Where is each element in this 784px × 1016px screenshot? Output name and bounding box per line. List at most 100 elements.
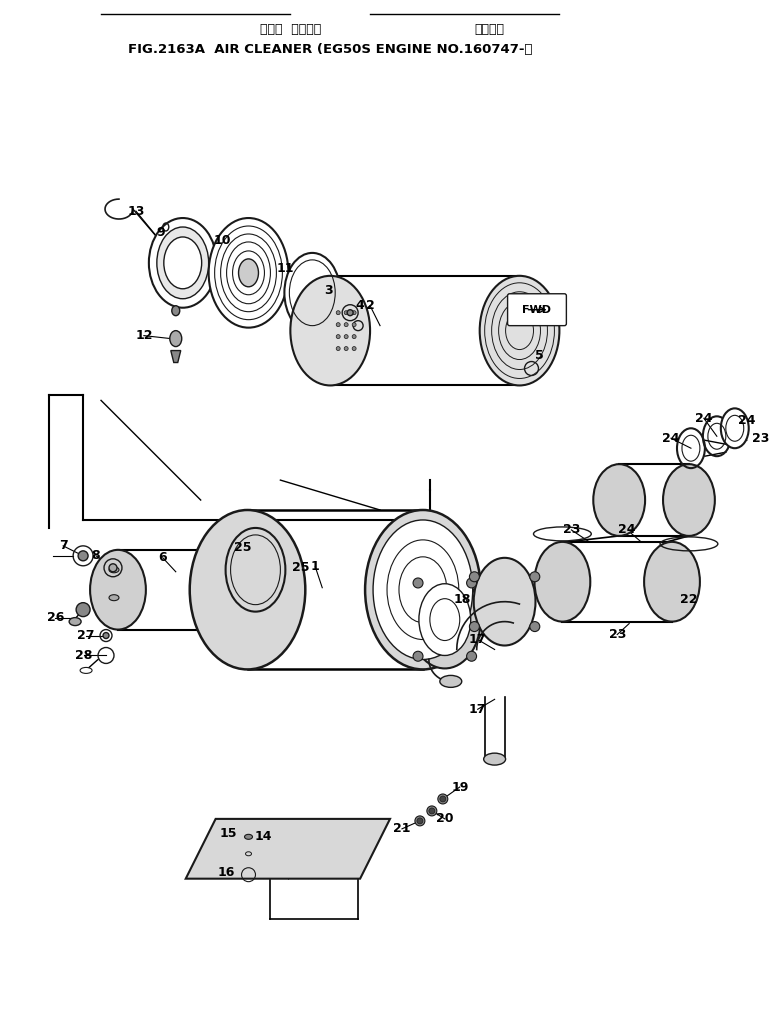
Circle shape bbox=[344, 346, 348, 351]
Ellipse shape bbox=[535, 542, 590, 622]
Circle shape bbox=[470, 622, 479, 632]
Text: 5: 5 bbox=[535, 350, 544, 362]
Text: 28: 28 bbox=[75, 649, 93, 662]
Circle shape bbox=[417, 818, 423, 824]
Circle shape bbox=[336, 346, 340, 351]
Text: 15: 15 bbox=[220, 827, 238, 840]
Circle shape bbox=[76, 602, 90, 617]
Text: 24: 24 bbox=[695, 411, 713, 425]
Circle shape bbox=[336, 323, 340, 327]
Circle shape bbox=[344, 323, 348, 327]
Text: 23: 23 bbox=[563, 523, 580, 536]
Text: 25: 25 bbox=[292, 561, 309, 574]
Circle shape bbox=[415, 816, 425, 826]
Text: 12: 12 bbox=[135, 329, 153, 342]
Text: 10: 10 bbox=[214, 235, 231, 248]
Ellipse shape bbox=[69, 618, 81, 626]
Polygon shape bbox=[186, 819, 390, 879]
Text: 25: 25 bbox=[234, 542, 252, 555]
Text: 21: 21 bbox=[394, 822, 411, 835]
Ellipse shape bbox=[90, 550, 146, 630]
Text: 2: 2 bbox=[365, 300, 375, 312]
Circle shape bbox=[352, 346, 356, 351]
Text: FIG.2163A  AIR CLEANER (EG50S ENGINE NO.160747-）: FIG.2163A AIR CLEANER (EG50S ENGINE NO.1… bbox=[128, 43, 532, 56]
Text: 13: 13 bbox=[127, 204, 144, 217]
Ellipse shape bbox=[373, 520, 473, 659]
Text: 9: 9 bbox=[157, 227, 165, 240]
Circle shape bbox=[352, 323, 356, 327]
Circle shape bbox=[336, 334, 340, 338]
Ellipse shape bbox=[593, 464, 645, 535]
Ellipse shape bbox=[484, 753, 506, 765]
Ellipse shape bbox=[644, 542, 700, 622]
Circle shape bbox=[78, 551, 88, 561]
Text: 22: 22 bbox=[681, 593, 698, 607]
Text: 3: 3 bbox=[324, 284, 332, 298]
Ellipse shape bbox=[419, 584, 470, 655]
Ellipse shape bbox=[157, 227, 209, 299]
Circle shape bbox=[530, 622, 540, 632]
Ellipse shape bbox=[474, 558, 535, 645]
Ellipse shape bbox=[164, 237, 201, 289]
Circle shape bbox=[352, 311, 356, 315]
Circle shape bbox=[344, 311, 348, 315]
Ellipse shape bbox=[409, 571, 481, 669]
Circle shape bbox=[466, 651, 477, 661]
Text: 26: 26 bbox=[46, 611, 64, 624]
Ellipse shape bbox=[290, 275, 370, 385]
Text: 適用号機: 適用号機 bbox=[474, 23, 505, 37]
FancyBboxPatch shape bbox=[507, 294, 566, 326]
Text: 16: 16 bbox=[218, 867, 235, 879]
Circle shape bbox=[530, 572, 540, 582]
Text: 18: 18 bbox=[453, 593, 470, 607]
Text: 27: 27 bbox=[78, 629, 95, 642]
Text: FWD: FWD bbox=[522, 305, 551, 315]
Ellipse shape bbox=[172, 306, 180, 316]
Ellipse shape bbox=[245, 834, 252, 839]
Circle shape bbox=[466, 578, 477, 588]
Text: 4: 4 bbox=[356, 300, 365, 312]
Text: 7: 7 bbox=[59, 539, 67, 553]
Text: エアー  クリーナ: エアー クリーナ bbox=[260, 23, 321, 37]
Text: 1: 1 bbox=[311, 560, 320, 573]
Text: 23: 23 bbox=[608, 628, 626, 641]
Ellipse shape bbox=[440, 676, 462, 688]
Text: 17: 17 bbox=[469, 703, 486, 716]
Text: 14: 14 bbox=[255, 830, 272, 843]
Text: 24: 24 bbox=[619, 523, 636, 536]
Circle shape bbox=[352, 334, 356, 338]
Circle shape bbox=[413, 578, 423, 588]
Text: 23: 23 bbox=[752, 432, 769, 445]
Ellipse shape bbox=[109, 567, 119, 573]
Circle shape bbox=[336, 311, 340, 315]
Text: 19: 19 bbox=[451, 780, 469, 793]
Ellipse shape bbox=[663, 464, 715, 535]
Text: 6: 6 bbox=[158, 552, 167, 564]
Text: 17: 17 bbox=[469, 633, 486, 646]
Circle shape bbox=[347, 310, 353, 316]
Text: 24: 24 bbox=[738, 414, 756, 427]
Ellipse shape bbox=[238, 259, 259, 287]
Ellipse shape bbox=[480, 275, 560, 385]
Circle shape bbox=[109, 564, 117, 572]
Ellipse shape bbox=[190, 510, 305, 670]
Polygon shape bbox=[171, 351, 181, 363]
Circle shape bbox=[470, 572, 479, 582]
Circle shape bbox=[413, 651, 423, 661]
Ellipse shape bbox=[720, 408, 749, 448]
Text: 24: 24 bbox=[662, 432, 680, 445]
Circle shape bbox=[440, 796, 446, 802]
Ellipse shape bbox=[226, 550, 281, 630]
Ellipse shape bbox=[170, 330, 182, 346]
Text: 20: 20 bbox=[436, 813, 454, 825]
Ellipse shape bbox=[285, 253, 340, 332]
Circle shape bbox=[103, 633, 109, 638]
Ellipse shape bbox=[149, 218, 216, 308]
Text: 8: 8 bbox=[92, 550, 100, 562]
Text: 11: 11 bbox=[277, 262, 294, 275]
Ellipse shape bbox=[209, 218, 289, 327]
Circle shape bbox=[426, 806, 437, 816]
Ellipse shape bbox=[109, 594, 119, 600]
Ellipse shape bbox=[365, 510, 481, 670]
Circle shape bbox=[437, 793, 448, 804]
